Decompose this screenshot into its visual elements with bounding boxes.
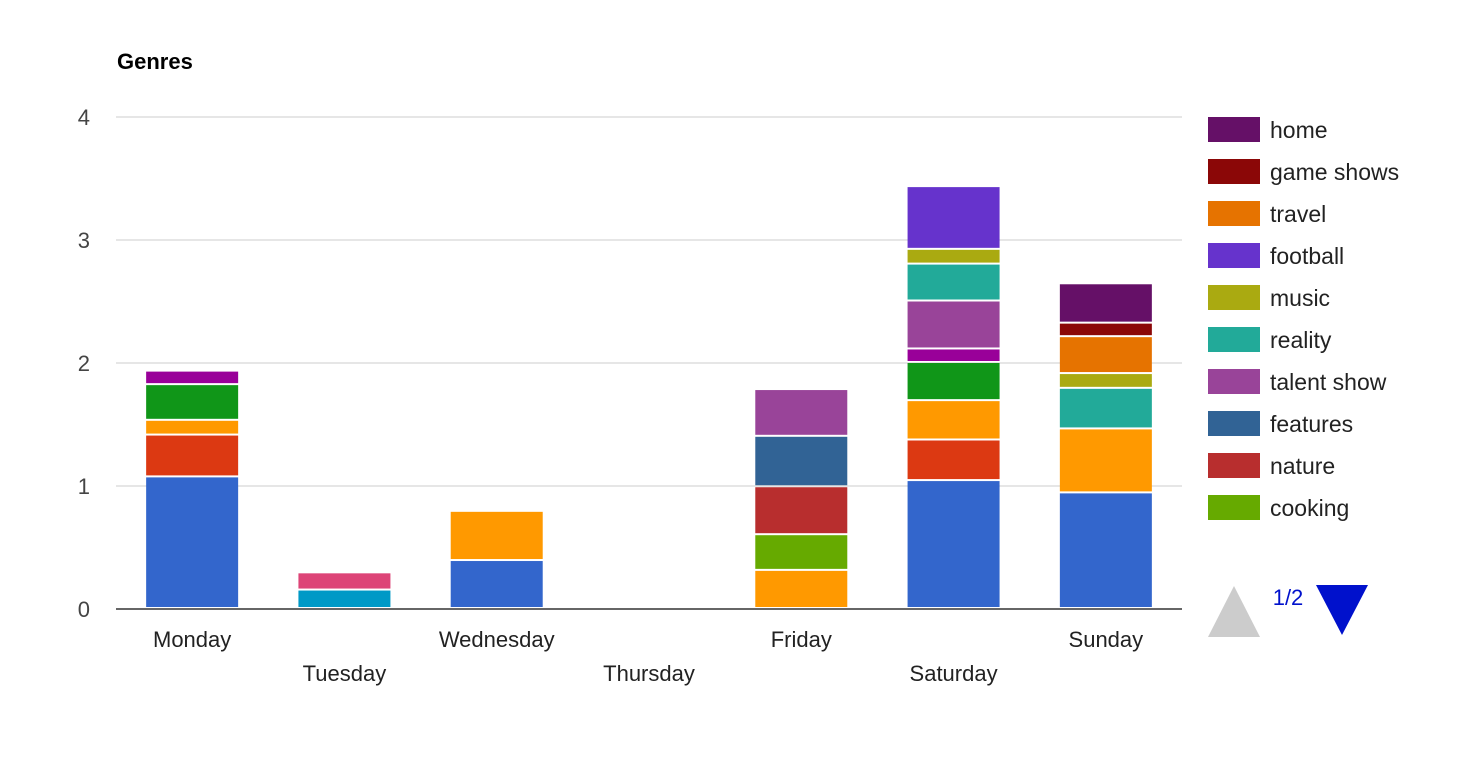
- x-tick-label: Monday: [153, 627, 231, 652]
- bar-segment: [755, 535, 848, 569]
- bar-segment: [1059, 388, 1152, 428]
- bar-segment: [1059, 323, 1152, 336]
- legend-next-arrow-icon[interactable]: [1316, 585, 1368, 635]
- legend-label: talent show: [1270, 369, 1387, 395]
- legend-label: travel: [1270, 201, 1326, 227]
- bar-segment: [1059, 374, 1152, 387]
- bar-segment: [146, 420, 239, 434]
- y-tick-label: 3: [78, 228, 90, 253]
- legend-swatch: [1208, 327, 1260, 352]
- bar-segment: [907, 249, 1000, 263]
- bar-segment: [907, 363, 1000, 400]
- bar-segment: [907, 440, 1000, 480]
- legend-prev-arrow-icon[interactable]: [1208, 586, 1260, 637]
- y-tick-label: 2: [78, 351, 90, 376]
- legend-swatch: [1208, 159, 1260, 184]
- x-tick-label: Thursday: [603, 661, 695, 686]
- bar-segment: [907, 187, 1000, 248]
- legend-swatch: [1208, 495, 1260, 520]
- bar-segment: [1059, 493, 1152, 607]
- x-tick-label: Wednesday: [439, 627, 555, 652]
- chart-title: Genres: [117, 49, 193, 74]
- legend-swatch: [1208, 285, 1260, 310]
- bar-segment: [755, 390, 848, 435]
- legend-label: features: [1270, 411, 1353, 437]
- y-tick-label: 0: [78, 597, 90, 622]
- bar-segment: [755, 570, 848, 607]
- bar-segment: [907, 401, 1000, 439]
- legend-page-indicator: 1/2: [1273, 585, 1304, 610]
- bar-segment: [298, 590, 391, 607]
- x-tick-label: Sunday: [1069, 627, 1144, 652]
- legend-label: home: [1270, 117, 1328, 143]
- legend-label: cooking: [1270, 495, 1349, 521]
- legend-label: game shows: [1270, 159, 1399, 185]
- legend-label: football: [1270, 243, 1344, 269]
- x-tick-label: Tuesday: [303, 661, 387, 686]
- bar-segment: [907, 264, 1000, 300]
- bar-segment: [1059, 429, 1152, 492]
- legend-swatch: [1208, 411, 1260, 436]
- legend-swatch: [1208, 201, 1260, 226]
- bar-segment: [146, 385, 239, 419]
- bar-segment: [298, 573, 391, 589]
- bar-segment: [907, 301, 1000, 348]
- bar-segment: [907, 481, 1000, 607]
- x-tick-label: Friday: [771, 627, 832, 652]
- legend-swatch: [1208, 243, 1260, 268]
- bar-segment: [146, 371, 239, 384]
- bar-segment: [755, 487, 848, 534]
- bar-segment: [907, 349, 1000, 361]
- bar-segment: [450, 511, 543, 560]
- bar-segment: [755, 436, 848, 486]
- x-tick-label: Saturday: [910, 661, 998, 686]
- bar-segment: [450, 561, 543, 607]
- legend-label: nature: [1270, 453, 1335, 479]
- y-tick-label: 4: [78, 105, 90, 130]
- legend-label: music: [1270, 285, 1330, 311]
- bar-segment: [146, 435, 239, 476]
- bar-segment: [146, 477, 239, 607]
- bar-segment: [1059, 284, 1152, 322]
- legend-swatch: [1208, 453, 1260, 478]
- bar-segment: [1059, 337, 1152, 373]
- legend-swatch: [1208, 369, 1260, 394]
- legend-swatch: [1208, 117, 1260, 142]
- y-tick-label: 1: [78, 474, 90, 499]
- legend-label: reality: [1270, 327, 1332, 353]
